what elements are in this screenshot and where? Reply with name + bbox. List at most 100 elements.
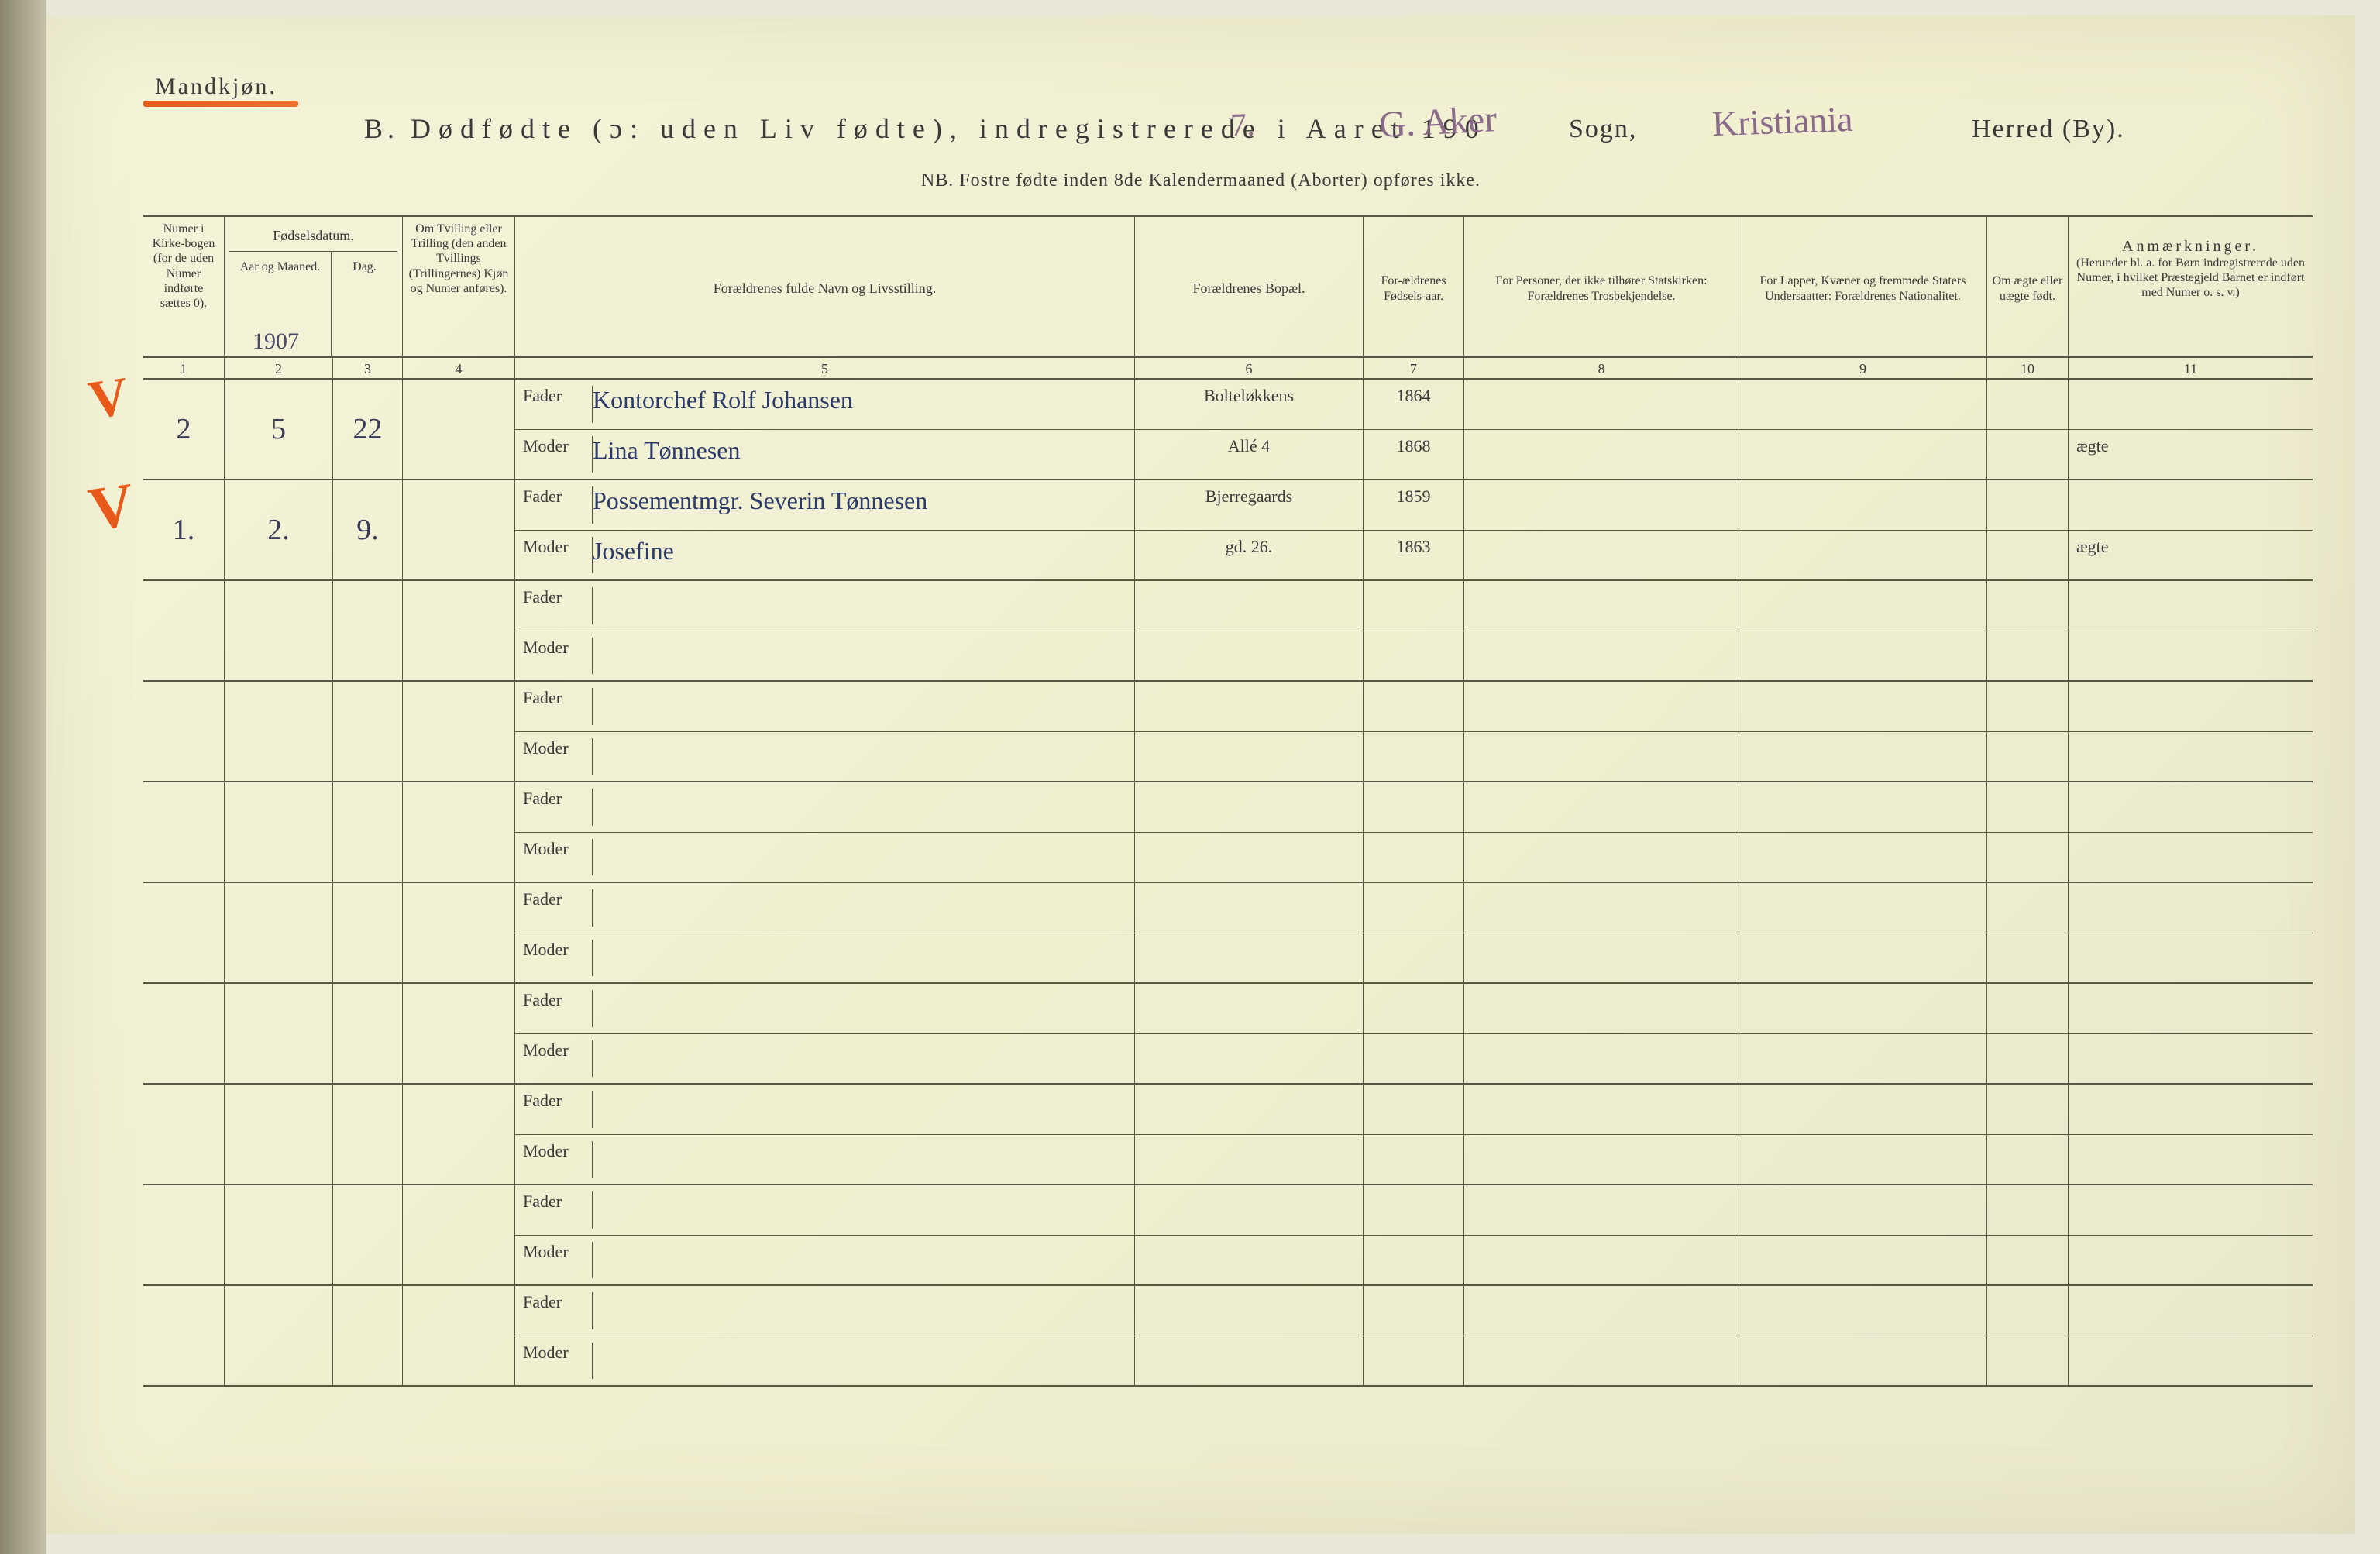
cell-empty [2069,1286,2313,1385]
cell-fodselsaar: 1864 1868 [1364,380,1464,479]
cell-empty [2069,682,2313,781]
cell-empty [2069,581,2313,680]
cell-month: 2. [225,480,333,579]
colnum-10: 10 [1987,358,2069,378]
cell-tvilling [403,380,515,479]
register-table: Numer i Kirke-bogen (for de uden Numer i… [143,215,2313,1387]
cell-empty [143,782,225,882]
table-row: 1. 2. 9. Fader Possementmgr. Severin Tøn… [143,480,2313,581]
cell-empty [1135,1286,1364,1385]
cell-anmerk: ægte [2069,480,2313,579]
col-header-nationalitet-label: For Lapper, Kvæner og fremmede Staters U… [1759,273,1966,303]
role-fader-label: Fader [523,990,593,1027]
title-prefix: B. [364,113,399,144]
cell-aegte [1987,480,2069,579]
mother-addr: Allé 4 [1135,430,1363,480]
colnum-7: 7 [1364,358,1464,378]
table-header: Numer i Kirke-bogen (for de uden Numer i… [143,217,2313,358]
col-header-foreldre-label: Forældrenes fulde Navn og Livsstilling. [714,280,936,297]
cell-empty [225,984,333,1083]
cell-empty [403,782,515,882]
father-addr: Bolteløkkens [1135,380,1363,430]
title-main: Dødfødte (ɔ: uden Liv fødte), indregistr… [411,113,1487,144]
table-row-empty: Fader Moder [143,984,2313,1085]
colnum-9: 9 [1739,358,1987,378]
role-moder-label: Moder [523,1141,593,1178]
col-header-fodselsaar-label: For-ældrenes Fødsels-aar. [1368,273,1459,303]
cell-empty [225,1085,333,1184]
cell-empty [225,682,333,781]
gender-label: Mandkjøn. [155,74,277,100]
father-name: Possementmgr. Severin Tønnesen [593,486,1126,524]
mother-addr: gd. 26. [1135,531,1363,580]
colnum-1: 1 [143,358,225,378]
cell-empty [1739,682,1987,781]
cell-empty [1364,682,1464,781]
col-header-tvilling: Om Tvilling eller Trilling (den anden Tv… [403,217,515,356]
colnum-8: 8 [1464,358,1739,378]
cell-empty [1364,1085,1464,1184]
role-fader-label: Fader [523,587,593,624]
cell-empty [403,883,515,982]
cell-aegte [1987,380,2069,479]
cell-empty [1739,1185,1987,1284]
cell-empty [403,581,515,680]
cell-empty [1364,782,1464,882]
father-year: 1864 [1364,380,1463,430]
cell-empty [333,782,403,882]
cell-empty [143,682,225,781]
gender-underline [143,101,298,107]
table-body: 2 5 22 Fader Kontorchef Rolf Johansen Mo… [143,380,2313,1387]
nb-note: NB. Fostre fødte inden 8de Kalendermaane… [46,170,2355,191]
cell-empty [333,1286,403,1385]
cell-empty [1739,1286,1987,1385]
cell-empty [1464,1085,1739,1184]
role-moder-label: Moder [523,1343,593,1380]
cell-empty [1739,782,1987,882]
col-header-dag: Dag. [332,252,397,356]
cell-empty [1987,581,2069,680]
cell-empty [1987,1185,2069,1284]
colnum-4: 4 [403,358,515,378]
colnum-3: 3 [333,358,403,378]
sogn-label: Sogn, [1569,115,1637,144]
cell-empty [225,1286,333,1385]
cell-empty [403,682,515,781]
cell-empty: Fader Moder [515,1085,1135,1184]
register-page: Mandkjøn. B. Dødfødte (ɔ: uden Liv fødte… [46,15,2355,1534]
cell-empty [1987,682,2069,781]
cell-tro [1464,480,1739,579]
cell-empty [1464,581,1739,680]
cell-empty [1364,883,1464,982]
cell-empty [1987,782,2069,882]
colnum-6: 6 [1135,358,1364,378]
col-header-aegte: Om ægte eller uægte født. [1987,217,2069,356]
cell-empty [225,1185,333,1284]
cell-nationalitet [1739,480,1987,579]
cell-empty [333,581,403,680]
col-header-anmerk-sub: (Herunder bl. a. for Børn indregistrered… [2076,256,2305,299]
role-fader-label: Fader [523,486,593,524]
role-moder-label: Moder [523,940,593,977]
col-header-tro-label: For Personer, der ikke tilhører Statskir… [1484,273,1718,303]
cell-empty: Fader Moder [515,1185,1135,1284]
cell-empty [143,883,225,982]
margin-check-1: V [85,366,132,432]
cell-empty [1464,782,1739,882]
mother-name: Lina Tønnesen [593,436,1126,473]
cell-empty [2069,782,2313,882]
father-addr: Bjerregaards [1135,480,1363,531]
cell-anmerk: ægte [2069,380,2313,479]
cell-tvilling [403,480,515,579]
year-suffix-hand: 7. [1230,106,1255,144]
role-fader-label: Fader [523,1191,593,1229]
father-year: 1859 [1364,480,1463,531]
cell-numer: 1. [143,480,225,579]
cell-empty [1987,883,2069,982]
cell-empty [1464,682,1739,781]
cell-day: 22 [333,380,403,479]
cell-day: 9. [333,480,403,579]
sogn-handwritten: G. Aker [1378,98,1498,146]
col-header-anmerk: Anmærkninger. (Herunder bl. a. for Børn … [2069,217,2313,356]
col-header-nationalitet: For Lapper, Kvæner og fremmede Staters U… [1739,217,1987,356]
